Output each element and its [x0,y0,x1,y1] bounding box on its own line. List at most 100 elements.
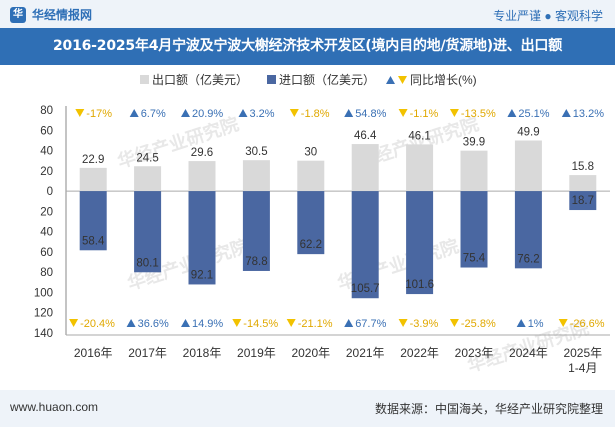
import-bar [79,191,107,251]
up-triangle-icon [507,109,517,117]
import-value-label: 80.1 [136,257,158,269]
growth-value: -26.6% [570,318,605,330]
growth-value: 67.7% [355,318,386,330]
import-bar [514,191,542,269]
import-bar [188,191,216,285]
growth-value: 3.2% [250,108,275,120]
growth-value: 36.6% [138,318,169,330]
export-bar [460,150,488,192]
chart-title: 2016-2025年4月宁波及宁波大榭经济技术开发区(境内目的地/货源地)进、出… [53,38,562,54]
legend-label-1: 进口额（亿美元） [279,72,375,87]
down-triangle-icon [232,319,242,327]
up-triangle-icon [344,319,354,327]
tagline: 专业严谨 ● 客观科学 [493,9,603,23]
x-tick-label: 2017年 [128,346,167,360]
import-bar [406,191,434,295]
import-growth-label: 36.6% [126,318,169,330]
export-bar [242,160,270,192]
export-bar [79,167,107,192]
up-triangle-icon [129,109,139,117]
y-tick-label: 40 [40,146,53,158]
y-tick-label: 120 [34,308,53,320]
export-value-label: 46.1 [408,130,430,142]
up-triangle-icon [344,109,354,117]
import-growth-label: -26.6% [558,318,605,330]
import-bar [242,191,270,271]
import-bar [351,191,379,299]
up-triangle-icon [238,109,248,117]
up-triangle-icon [561,109,571,117]
import-growth-label: -20.4% [69,318,115,330]
growth-value: 25.1% [518,108,549,120]
down-triangle-icon [398,319,408,327]
growth-value: -13.5% [461,108,496,120]
header-bar: 华 华经情报网 专业严谨 ● 客观科学 [0,0,615,28]
y-tick-label: 20 [40,166,53,178]
y-tick-label: 100 [34,287,53,299]
y-tick-label: 60 [40,125,53,137]
export-growth-label: -1.8% [289,108,330,120]
export-bar [514,140,542,192]
export-bar [406,144,434,192]
growth-value: 20.9% [192,108,223,120]
x-tick-label: 2023年 [455,346,494,360]
down-triangle-icon [398,109,408,117]
legend-swatch-0 [140,75,149,84]
export-growth-label: 25.1% [507,108,550,120]
x-tick-label: 2020年 [291,346,330,360]
x-tick-label: 2025年 [563,346,602,360]
import-bar [460,191,488,268]
growth-value: 1% [528,318,544,330]
y-tick-label: 0 [47,186,53,198]
growth-value: -14.5% [243,318,278,330]
legend-label-2: 同比增长(%) [410,73,477,87]
up-triangle-icon [181,319,190,327]
export-growth-label: -17% [75,108,112,120]
import-growth-label: 1% [516,318,544,330]
legend-label-0: 出口额（亿美元） [152,72,248,87]
export-value-label: 29.6 [191,147,213,159]
down-triangle-icon [75,109,85,117]
growth-value: -25.8% [461,318,496,330]
growth-value: -1.1% [410,108,439,120]
export-bar [134,166,162,192]
growth-value: 13.2% [573,108,604,120]
down-triangle-icon [286,319,296,327]
export-value-label: 15.8 [572,161,594,173]
export-value-label: 39.9 [463,137,485,149]
export-growth-label: -1.1% [398,108,439,120]
import-bar [569,191,597,211]
x-tick-label: 1-4月 [568,361,597,375]
growth-value: -17% [86,108,112,120]
import-growth-label: -25.8% [449,318,496,330]
down-triangle-icon [558,319,568,327]
import-value-label: 92.1 [191,269,213,281]
logo-text: 华经情报网 [32,8,93,22]
y-tick-label: 80 [40,105,53,117]
growth-value: 6.7% [141,108,166,120]
x-tick-label: 2021年 [346,346,385,360]
export-bar [188,161,216,192]
logo-icon: 华 [10,6,26,23]
down-triangle-icon [449,109,459,117]
import-growth-label: 14.9% [181,318,223,330]
up-triangle-icon [516,319,526,327]
import-value-label: 78.8 [245,256,267,268]
footer-bar: www.huaon.com 数据来源：中国海关，华经产业研究院整理 [0,390,615,427]
up-triangle-icon [181,109,190,117]
export-growth-label: 20.9% [181,108,223,120]
data-source: 数据来源：中国海关，华经产业研究院整理 [374,402,603,416]
growth-value: 54.8% [355,108,386,120]
import-value-label: 75.4 [463,253,486,265]
import-growth-label: 67.7% [344,318,387,330]
export-growth-label: 13.2% [561,108,604,120]
x-tick-label: 2024年 [509,346,548,360]
watermark-0: 华经产业研究院 [115,113,242,173]
legend-up-triangle [386,76,395,84]
growth-value: -21.1% [298,318,333,330]
x-tick-label: 2022年 [400,346,439,360]
export-value-label: 22.9 [82,154,104,166]
export-value-label: 46.4 [354,130,377,142]
down-triangle-icon [69,319,79,327]
